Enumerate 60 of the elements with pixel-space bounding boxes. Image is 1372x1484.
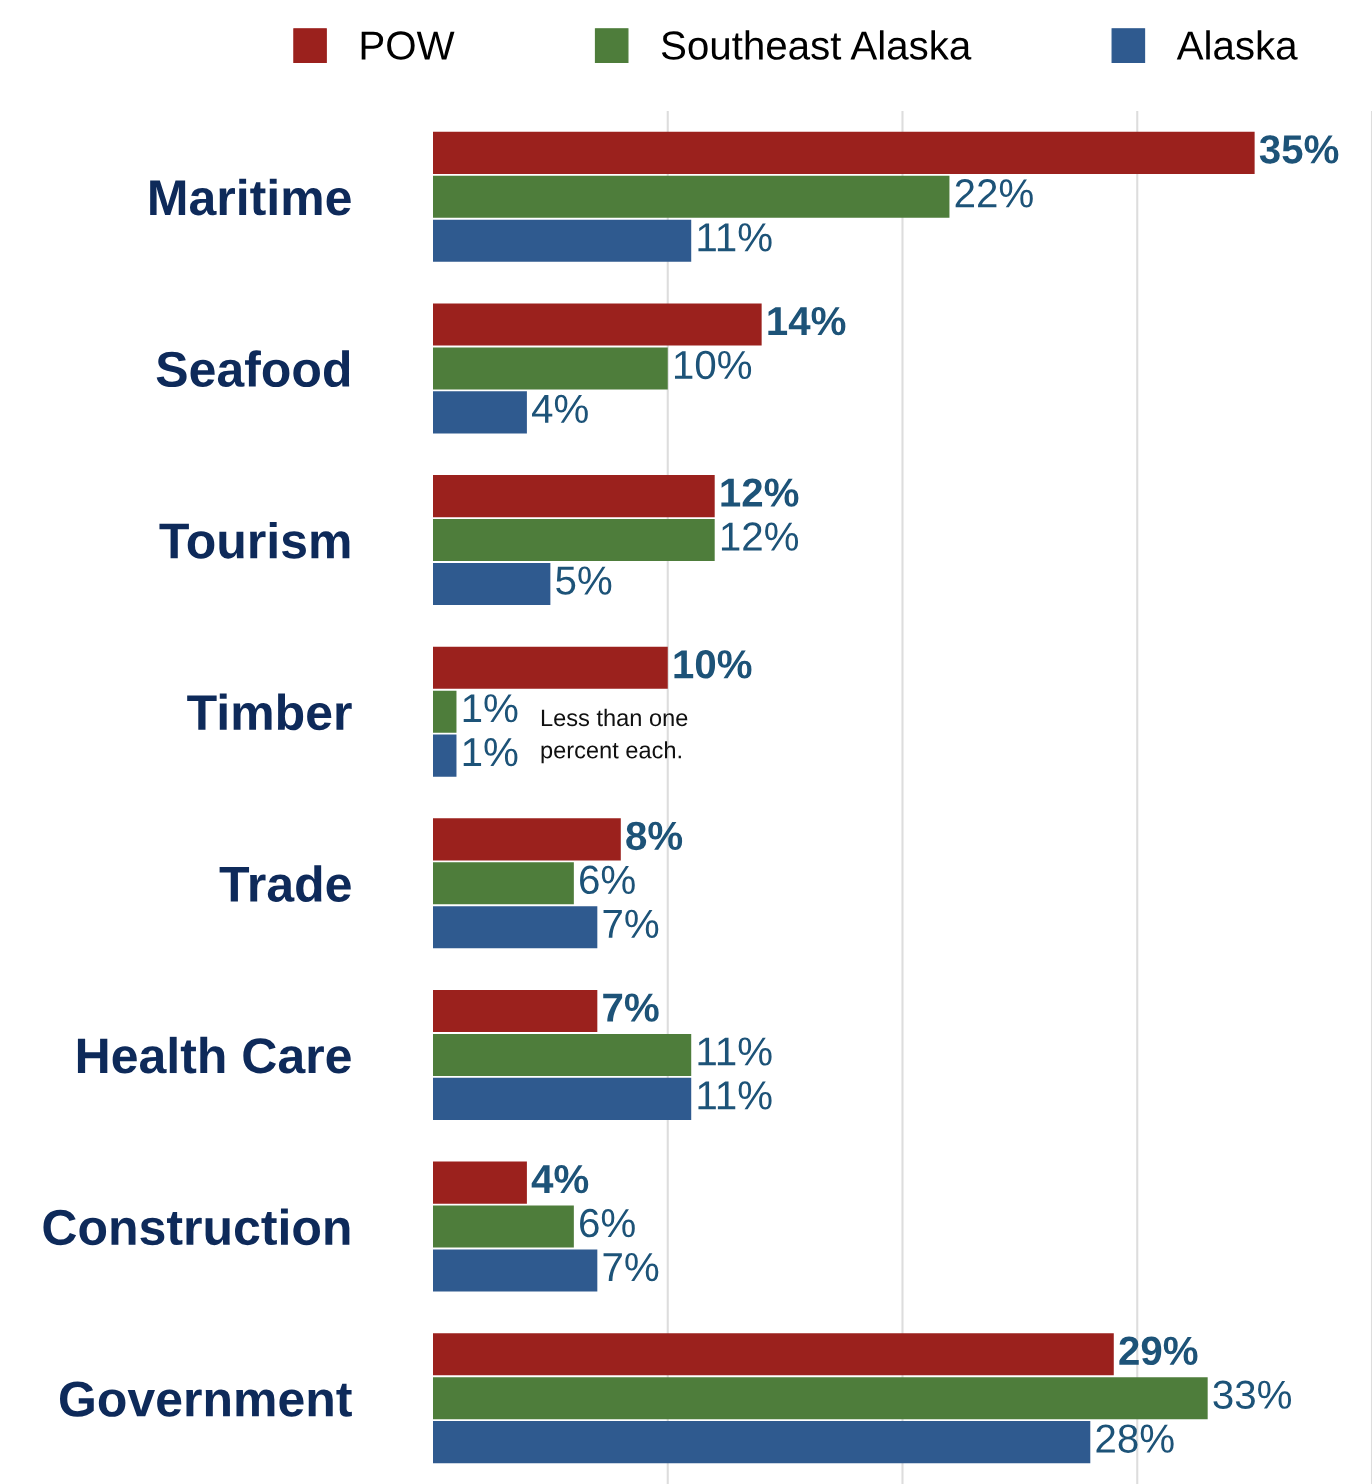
- y-tick-label: Maritime: [150, 178, 351, 216]
- legend-label: Southeast Alaska: [661, 30, 972, 60]
- bar: [433, 690, 457, 733]
- data-label: 6%: [580, 865, 635, 895]
- data-label: 22%: [955, 179, 1033, 208]
- data-label: 7%: [603, 993, 659, 1022]
- bar: [433, 1333, 1114, 1376]
- bar: [433, 989, 598, 1033]
- data-label: 5%: [556, 566, 612, 595]
- legend-label: POW: [361, 31, 455, 60]
- y-tick-label: Trade: [219, 865, 351, 902]
- data-label: 29%: [1119, 1336, 1198, 1366]
- data-label: 14%: [768, 306, 846, 336]
- data-label: 1%: [463, 694, 518, 723]
- data-label: 7%: [603, 909, 659, 938]
- bar: [433, 562, 551, 606]
- y-tick-label: Tourism: [159, 521, 350, 559]
- bar: [433, 818, 621, 861]
- data-label: 6%: [580, 1208, 635, 1238]
- data-label: 7%: [603, 1252, 659, 1282]
- bar: [433, 1205, 574, 1248]
- y-tick-label: Construction: [43, 1208, 350, 1246]
- bar: [433, 862, 574, 905]
- bar: [433, 391, 527, 434]
- y-tick-label: Timber: [187, 693, 352, 731]
- bar: [433, 131, 1255, 174]
- y-tick-label: Health Care: [77, 1036, 351, 1074]
- bar: [433, 906, 598, 949]
- bar: [433, 475, 715, 518]
- data-label: 12%: [721, 522, 799, 551]
- bar: [433, 219, 692, 262]
- y-tick-label: Seafood: [156, 350, 350, 388]
- bar: [433, 1421, 1091, 1464]
- bar: [433, 1077, 692, 1120]
- data-label: 33%: [1213, 1380, 1292, 1409]
- annotation: Less than one percent each.: [541, 708, 688, 764]
- y-tick-label: Government: [60, 1381, 352, 1417]
- bar: [433, 303, 762, 346]
- data-label: 4%: [531, 394, 588, 424]
- bar: [433, 1161, 527, 1204]
- data-label: 8%: [626, 821, 683, 851]
- data-label: 10%: [674, 650, 752, 679]
- data-label: 11%: [698, 1081, 772, 1110]
- data-label: 35%: [1259, 135, 1339, 164]
- bar: [433, 646, 668, 689]
- bar: [433, 1377, 1208, 1420]
- bar: [433, 347, 668, 390]
- bar: [433, 1249, 598, 1292]
- data-label: 10%: [674, 350, 752, 380]
- data-label: 28%: [1096, 1424, 1174, 1453]
- data-label: 1%: [463, 738, 518, 767]
- bar: [433, 734, 457, 777]
- data-label: 4%: [531, 1165, 589, 1194]
- data-label: 12%: [721, 478, 799, 507]
- data-label: 11%: [698, 1037, 772, 1066]
- bar: [433, 1033, 692, 1076]
- bar: [433, 175, 950, 218]
- bar: [433, 519, 715, 562]
- legend-label: Alaska: [1176, 30, 1298, 60]
- data-label: 11%: [698, 223, 772, 252]
